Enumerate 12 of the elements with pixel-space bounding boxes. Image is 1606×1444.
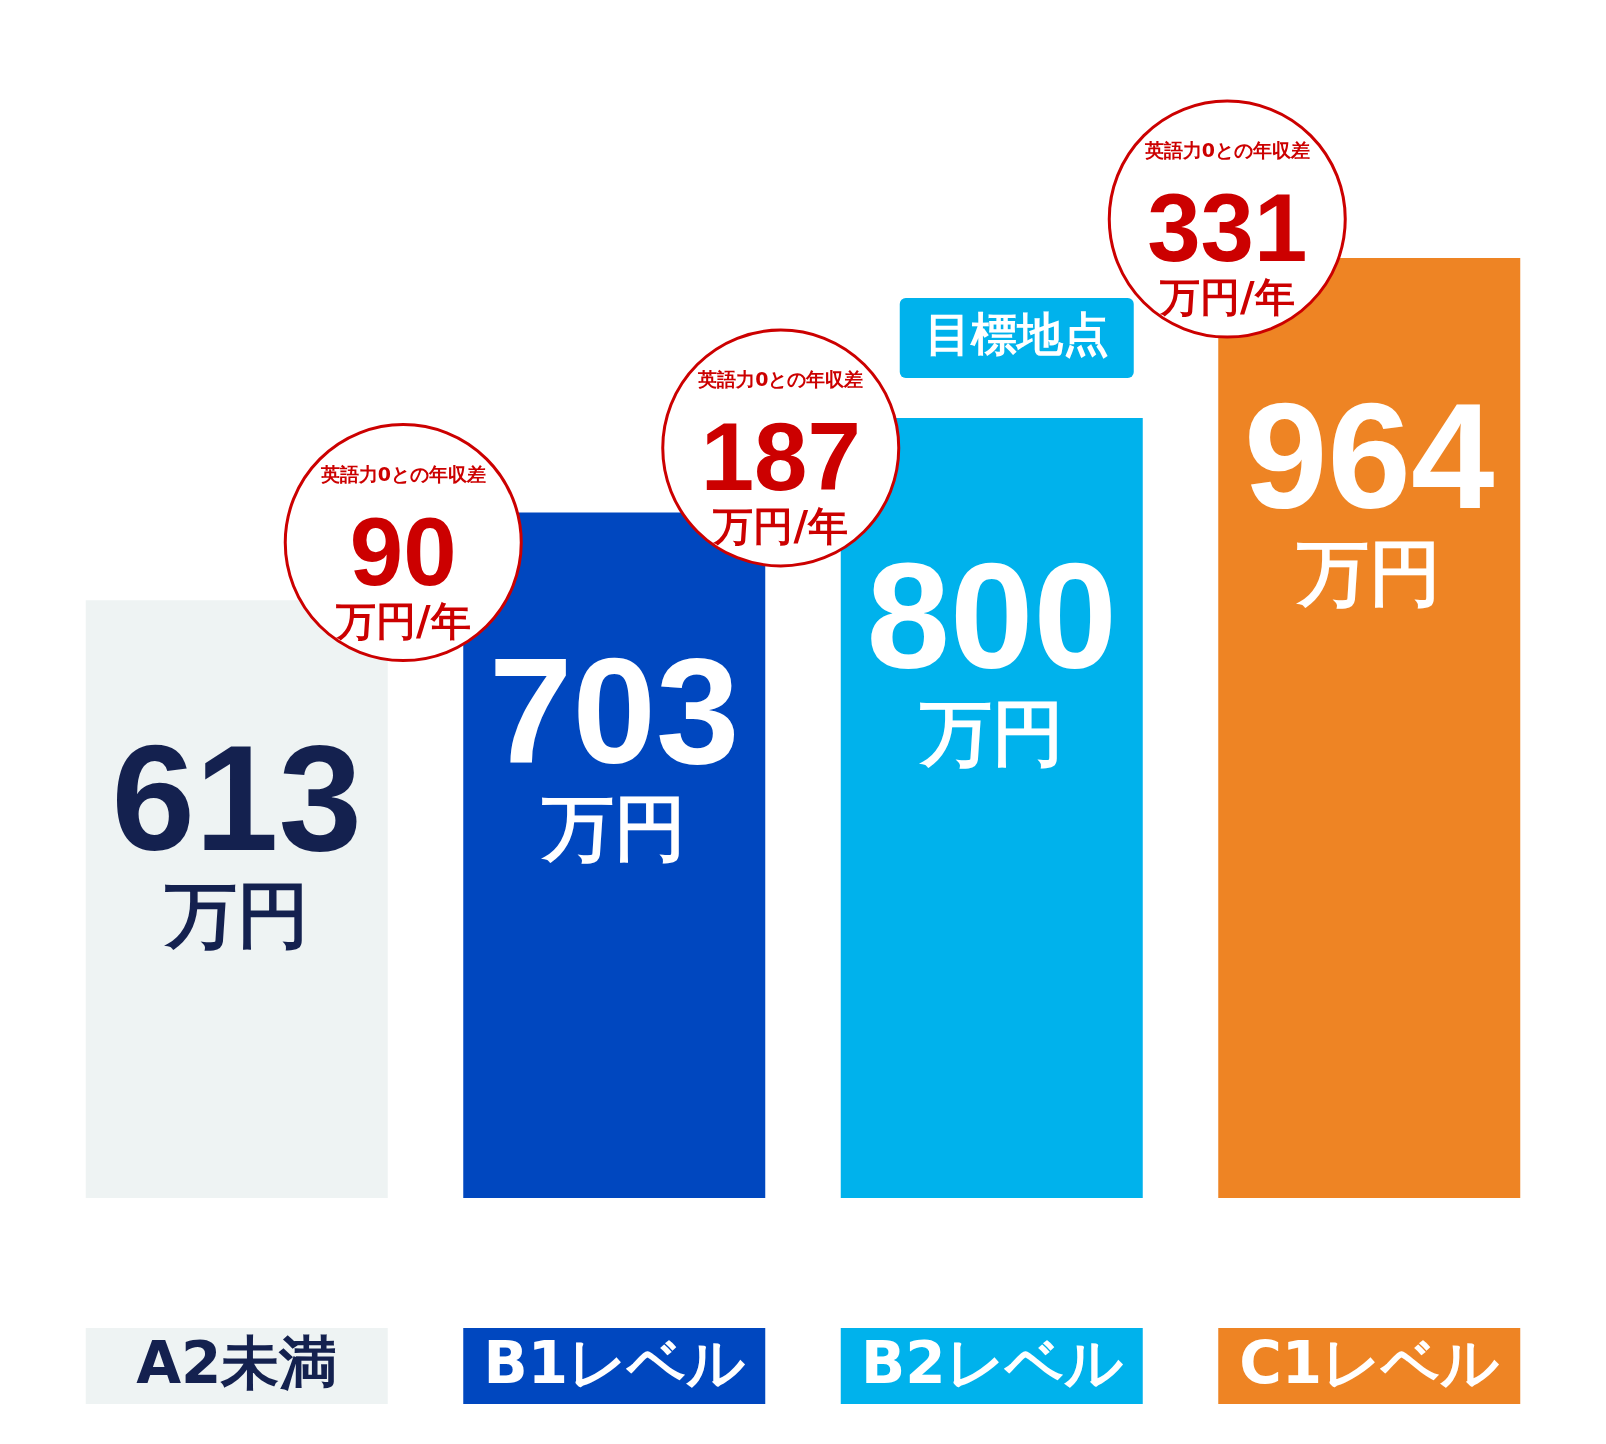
annotation: 英語力0との年収差 187 万円/年: [697, 368, 864, 549]
data-label: 800万円: [866, 532, 1117, 775]
x-tick-label: A2未満: [136, 1329, 338, 1398]
x-tick-label: B2レベル: [860, 1329, 1124, 1398]
data-label: 613万円: [111, 714, 362, 958]
annotation: 目標地点: [924, 306, 1109, 361]
x-tick-label: B1レベル: [483, 1329, 747, 1398]
data-label: 964万円: [1244, 372, 1495, 616]
data-label: 703万円: [489, 626, 740, 870]
annotation: 英語力0との年収差 331 万円/年: [1143, 139, 1310, 321]
annotation: 英語力0との年収差 90 万円/年: [319, 462, 486, 644]
x-tick-label: C1レベル: [1239, 1329, 1501, 1398]
